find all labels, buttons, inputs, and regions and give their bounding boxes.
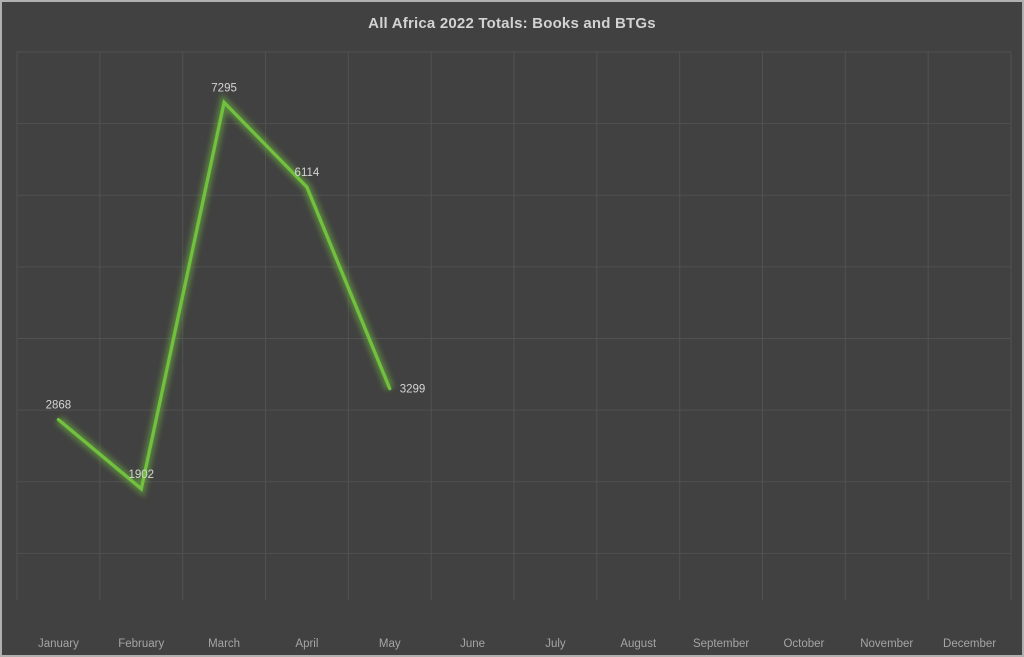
x-axis-label: January	[38, 638, 79, 650]
chart-title: All Africa 2022 Totals: Books and BTGs	[368, 15, 656, 32]
series-line-glow	[55, 93, 394, 498]
x-axis-label: August	[620, 638, 657, 650]
x-axis-labels: January February March April May June July Augu…	[38, 638, 996, 650]
data-point-label: 6114	[295, 167, 320, 179]
x-axis-label: June	[460, 638, 485, 650]
x-axis-label: April	[295, 638, 318, 650]
x-axis-label: March	[208, 638, 240, 650]
data-labels: 2868 1902 7295 6114 3299	[46, 82, 426, 480]
data-point-label: 3299	[400, 384, 426, 396]
series-line	[56, 99, 392, 492]
data-point-label: 2868	[46, 400, 72, 412]
x-axis-label: February	[118, 638, 164, 650]
data-point-label: 7295	[211, 82, 237, 94]
x-axis-label: December	[943, 638, 996, 650]
x-axis-label: July	[545, 638, 566, 650]
series-lines	[55, 93, 394, 498]
data-point-label: 1902	[128, 469, 154, 481]
x-axis-label: November	[860, 638, 913, 650]
gridlines	[16, 51, 1012, 600]
x-axis-label: May	[379, 638, 401, 650]
x-axis-label: October	[783, 638, 824, 650]
x-axis-label: September	[693, 638, 749, 650]
